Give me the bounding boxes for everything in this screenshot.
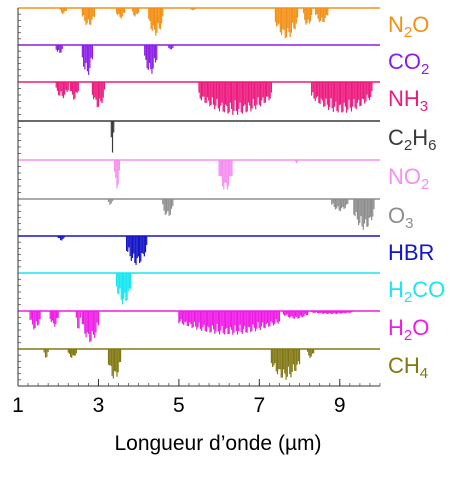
x-tick-label: 5: [173, 394, 185, 417]
label-part: C: [388, 125, 404, 150]
band-n2o-5: [190, 8, 196, 11]
panel-c2h6: C2H6: [18, 120, 436, 154]
label-part: H: [388, 315, 404, 340]
band-c2h6-0: [110, 121, 115, 153]
label-nh3: NH3: [388, 86, 428, 115]
panel-ch4: CH4: [18, 348, 428, 382]
band-n2o-8: [315, 8, 329, 23]
band-ch4-3: [270, 349, 301, 380]
label-part: CO: [388, 49, 421, 74]
band-h2co-0: [115, 273, 132, 305]
label-ch4: CH4: [388, 353, 428, 382]
band-no2-0: [113, 160, 120, 189]
label-subscript: 2: [404, 137, 412, 154]
label-part: CH: [388, 353, 420, 378]
band-no2-1: [218, 160, 233, 190]
panel-h2co: H2CO: [18, 272, 445, 306]
band-hbr-1: [125, 236, 148, 265]
band-n2o-3: [132, 8, 140, 17]
band-nh3-3: [198, 82, 272, 115]
panel-hbr: HBR: [18, 235, 434, 268]
label-subscript: 2: [421, 176, 429, 193]
x-axis: 1 3 5 7 9: [12, 8, 381, 417]
band-o3-1: [162, 199, 174, 216]
x-tick-label: 1: [12, 394, 24, 417]
label-subscript: 2: [421, 61, 429, 78]
band-n2o-4: [148, 8, 164, 36]
band-h2o-6: [311, 311, 353, 315]
band-co2-0: [55, 45, 63, 53]
label-c2h6: C2H6: [388, 125, 436, 154]
band-co2-1: [81, 45, 94, 75]
label-part: NH: [388, 86, 420, 111]
x-tick-label: 7: [253, 394, 265, 417]
band-n2o-0: [59, 8, 67, 15]
label-part: HBR: [388, 240, 434, 265]
band-nh3-2: [91, 82, 106, 108]
label-subscript: 3: [420, 98, 428, 115]
label-o3: O3: [388, 203, 413, 232]
x-tick-label: 9: [334, 394, 346, 417]
band-n2o-1: [81, 8, 96, 25]
panel-n2o: N2O: [18, 7, 429, 41]
label-no2: NO2: [388, 164, 429, 193]
panel-o3: O3: [18, 198, 413, 232]
label-part: O: [412, 12, 429, 37]
label-h2co: H2CO: [388, 277, 445, 306]
band-hbr-0: [57, 236, 65, 241]
band-nh3-1: [69, 82, 79, 100]
band-co2-3: [168, 45, 174, 50]
band-o3-2: [331, 199, 349, 212]
panel-nh3: NH3: [18, 81, 428, 115]
label-subscript: 3: [405, 215, 413, 232]
panel-no2: NO2: [18, 159, 429, 193]
label-part: O: [412, 315, 429, 340]
band-n2o-2: [115, 8, 126, 19]
band-h2o-1: [49, 311, 59, 327]
band-h2o-5: [282, 311, 309, 319]
label-subscript: 2: [404, 24, 412, 41]
band-nh3-4: [311, 82, 373, 113]
band-ch4-1: [67, 349, 77, 358]
label-part: H: [388, 277, 404, 302]
band-no2-2: [294, 160, 299, 164]
x-axis-title: Longueur d’onde (µm): [114, 432, 321, 455]
band-n2o-6: [274, 8, 299, 39]
label-subscript: 2: [404, 327, 412, 344]
label-part: O: [388, 203, 405, 228]
band-n2o-7: [302, 8, 313, 25]
label-hbr: HBR: [388, 240, 434, 265]
band-co2-2: [144, 45, 158, 74]
label-co2: CO2: [388, 49, 429, 78]
band-o3-0: [107, 199, 114, 205]
band-o3-3: [353, 199, 375, 230]
panel-h2o: H2O: [18, 310, 429, 344]
band-h2o-3: [81, 311, 100, 343]
label-subscript: 6: [428, 137, 436, 154]
band-h2o-2: [75, 311, 81, 329]
panel-co2: CO2: [18, 44, 429, 78]
label-n2o: N2O: [388, 12, 429, 41]
band-ch4-4: [307, 349, 315, 359]
band-h2o-0: [29, 311, 41, 330]
x-tick-label: 3: [93, 394, 105, 417]
label-part: H: [412, 125, 428, 150]
label-part: NO: [388, 164, 421, 189]
label-h2o: H2O: [388, 315, 429, 344]
label-subscript: 4: [420, 365, 428, 382]
band-nh3-0: [55, 82, 69, 99]
label-part: N: [388, 12, 404, 37]
label-part: CO: [412, 277, 445, 302]
band-ch4-0: [43, 349, 49, 358]
label-subscript: 2: [404, 289, 412, 306]
band-ch4-2: [107, 349, 122, 379]
band-h2o-4: [178, 311, 281, 335]
